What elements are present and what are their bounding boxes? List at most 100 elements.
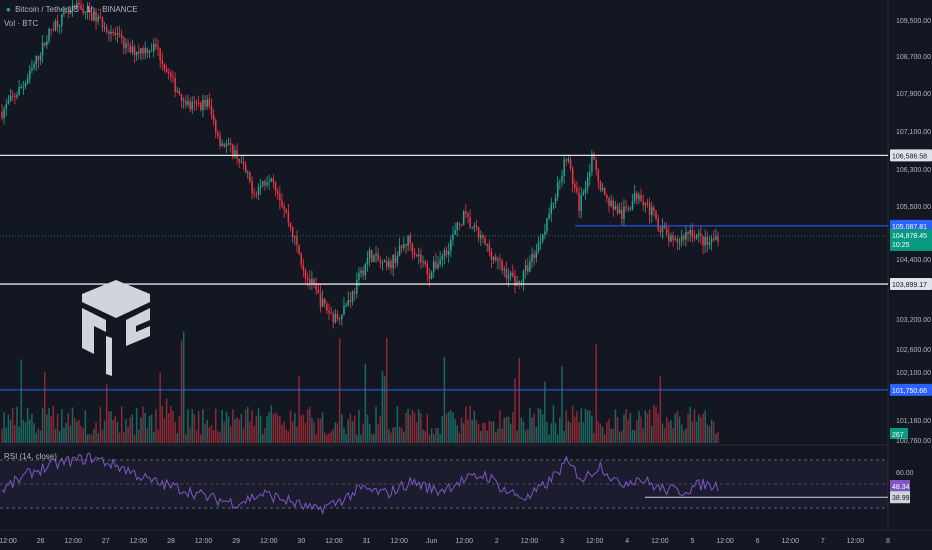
volume-bar	[456, 425, 458, 443]
candle-body	[80, 4, 82, 10]
volume-bar	[5, 427, 8, 443]
candle-body	[544, 231, 546, 235]
candle-body	[477, 227, 480, 239]
volume-bar	[328, 433, 330, 443]
candle-body	[509, 272, 512, 276]
volume-bar	[283, 421, 285, 443]
candle-body	[170, 72, 172, 77]
volume-bar	[379, 415, 382, 443]
candle-body	[695, 234, 698, 239]
candle-body	[291, 226, 294, 238]
candle-body	[584, 188, 587, 193]
volume-bar	[670, 419, 672, 443]
candle-body	[601, 187, 604, 191]
candle-body	[381, 262, 384, 264]
volume-bar	[351, 421, 354, 443]
rsi-legend[interactable]: RSI (14, close)	[4, 452, 57, 461]
volume-bar	[621, 430, 623, 443]
candle-body	[450, 239, 452, 252]
volume-bar	[411, 409, 414, 443]
candle-body	[217, 132, 219, 136]
candle-body	[621, 209, 623, 219]
rsi-line	[1, 452, 719, 516]
volume-bar	[170, 406, 172, 443]
volume-bar	[458, 432, 461, 443]
candle-body	[240, 161, 243, 163]
candle-body	[456, 222, 458, 230]
volume-bar	[486, 430, 488, 443]
volume-bar	[695, 421, 698, 443]
volume-bar	[229, 426, 232, 443]
volume-bar	[238, 419, 240, 443]
volume-bar	[610, 428, 612, 443]
candle-body	[159, 48, 161, 61]
candle-body	[360, 270, 362, 274]
candle-body	[507, 275, 510, 279]
candle-body	[97, 16, 99, 22]
volume-bar	[623, 414, 625, 443]
candle-body	[317, 289, 320, 294]
volume-bar	[484, 422, 486, 443]
volume-bar	[589, 410, 591, 443]
symbol-legend[interactable]: ● Bitcoin / TetherUS · 1h · BINANCE	[4, 5, 138, 14]
candle-body	[529, 261, 531, 272]
candle-body	[276, 191, 279, 194]
rsi-label-text: 38.99	[892, 495, 910, 502]
rsi-label: RSI (14, close)	[4, 452, 57, 461]
volume-bar	[193, 414, 196, 443]
candle-body	[221, 143, 223, 147]
candle-body	[351, 291, 354, 302]
candle-body	[480, 235, 482, 239]
volume-bar	[33, 423, 35, 443]
volume-bar	[7, 414, 10, 443]
volume-bar	[556, 434, 559, 443]
time-tick-label: 12:00	[0, 538, 17, 545]
volume-bar	[418, 409, 420, 443]
candle-body	[22, 86, 25, 88]
volume-bar	[452, 412, 454, 443]
candle-body	[447, 251, 450, 256]
volume-bar	[3, 412, 5, 443]
volume-bar	[172, 410, 174, 443]
candle-body	[475, 225, 478, 228]
volume-bar	[584, 408, 587, 443]
volume-bar	[291, 421, 294, 443]
volume-bar	[58, 431, 61, 443]
time-tick-label: 12:00	[521, 538, 539, 545]
volume-bar	[712, 421, 715, 443]
candle-body	[332, 313, 335, 323]
volume-bar	[202, 409, 204, 443]
volume-bar	[644, 410, 647, 443]
candle-body	[321, 298, 324, 307]
candle-body	[683, 235, 685, 240]
volume-bar	[110, 410, 112, 443]
volume-bar	[445, 413, 448, 443]
candle-body	[88, 7, 91, 13]
volume-bar	[176, 433, 179, 443]
candle-body	[229, 143, 232, 145]
volume-bar	[631, 429, 634, 443]
volume-bar	[16, 406, 18, 443]
volume-bar	[133, 434, 136, 443]
candle-body	[704, 236, 706, 246]
volume-bar	[108, 411, 110, 443]
volume-bar	[413, 412, 416, 443]
candle-body	[672, 235, 674, 240]
volume-legend[interactable]: Vol · BTC	[4, 19, 38, 28]
volume-bar	[39, 430, 42, 443]
volume-bar	[698, 414, 700, 443]
candle-body	[95, 11, 97, 22]
volume-bar	[61, 409, 63, 443]
candle-body	[644, 203, 647, 205]
last-price-text: 104,878.45	[892, 233, 927, 240]
candle-body	[631, 201, 634, 209]
candle-body	[146, 47, 149, 54]
candle-body	[31, 67, 33, 71]
candle-body	[441, 256, 444, 260]
candle-body	[251, 181, 253, 193]
status-dot-icon: ●	[6, 5, 11, 14]
volume-bar	[240, 413, 243, 443]
candle-body	[394, 254, 397, 264]
